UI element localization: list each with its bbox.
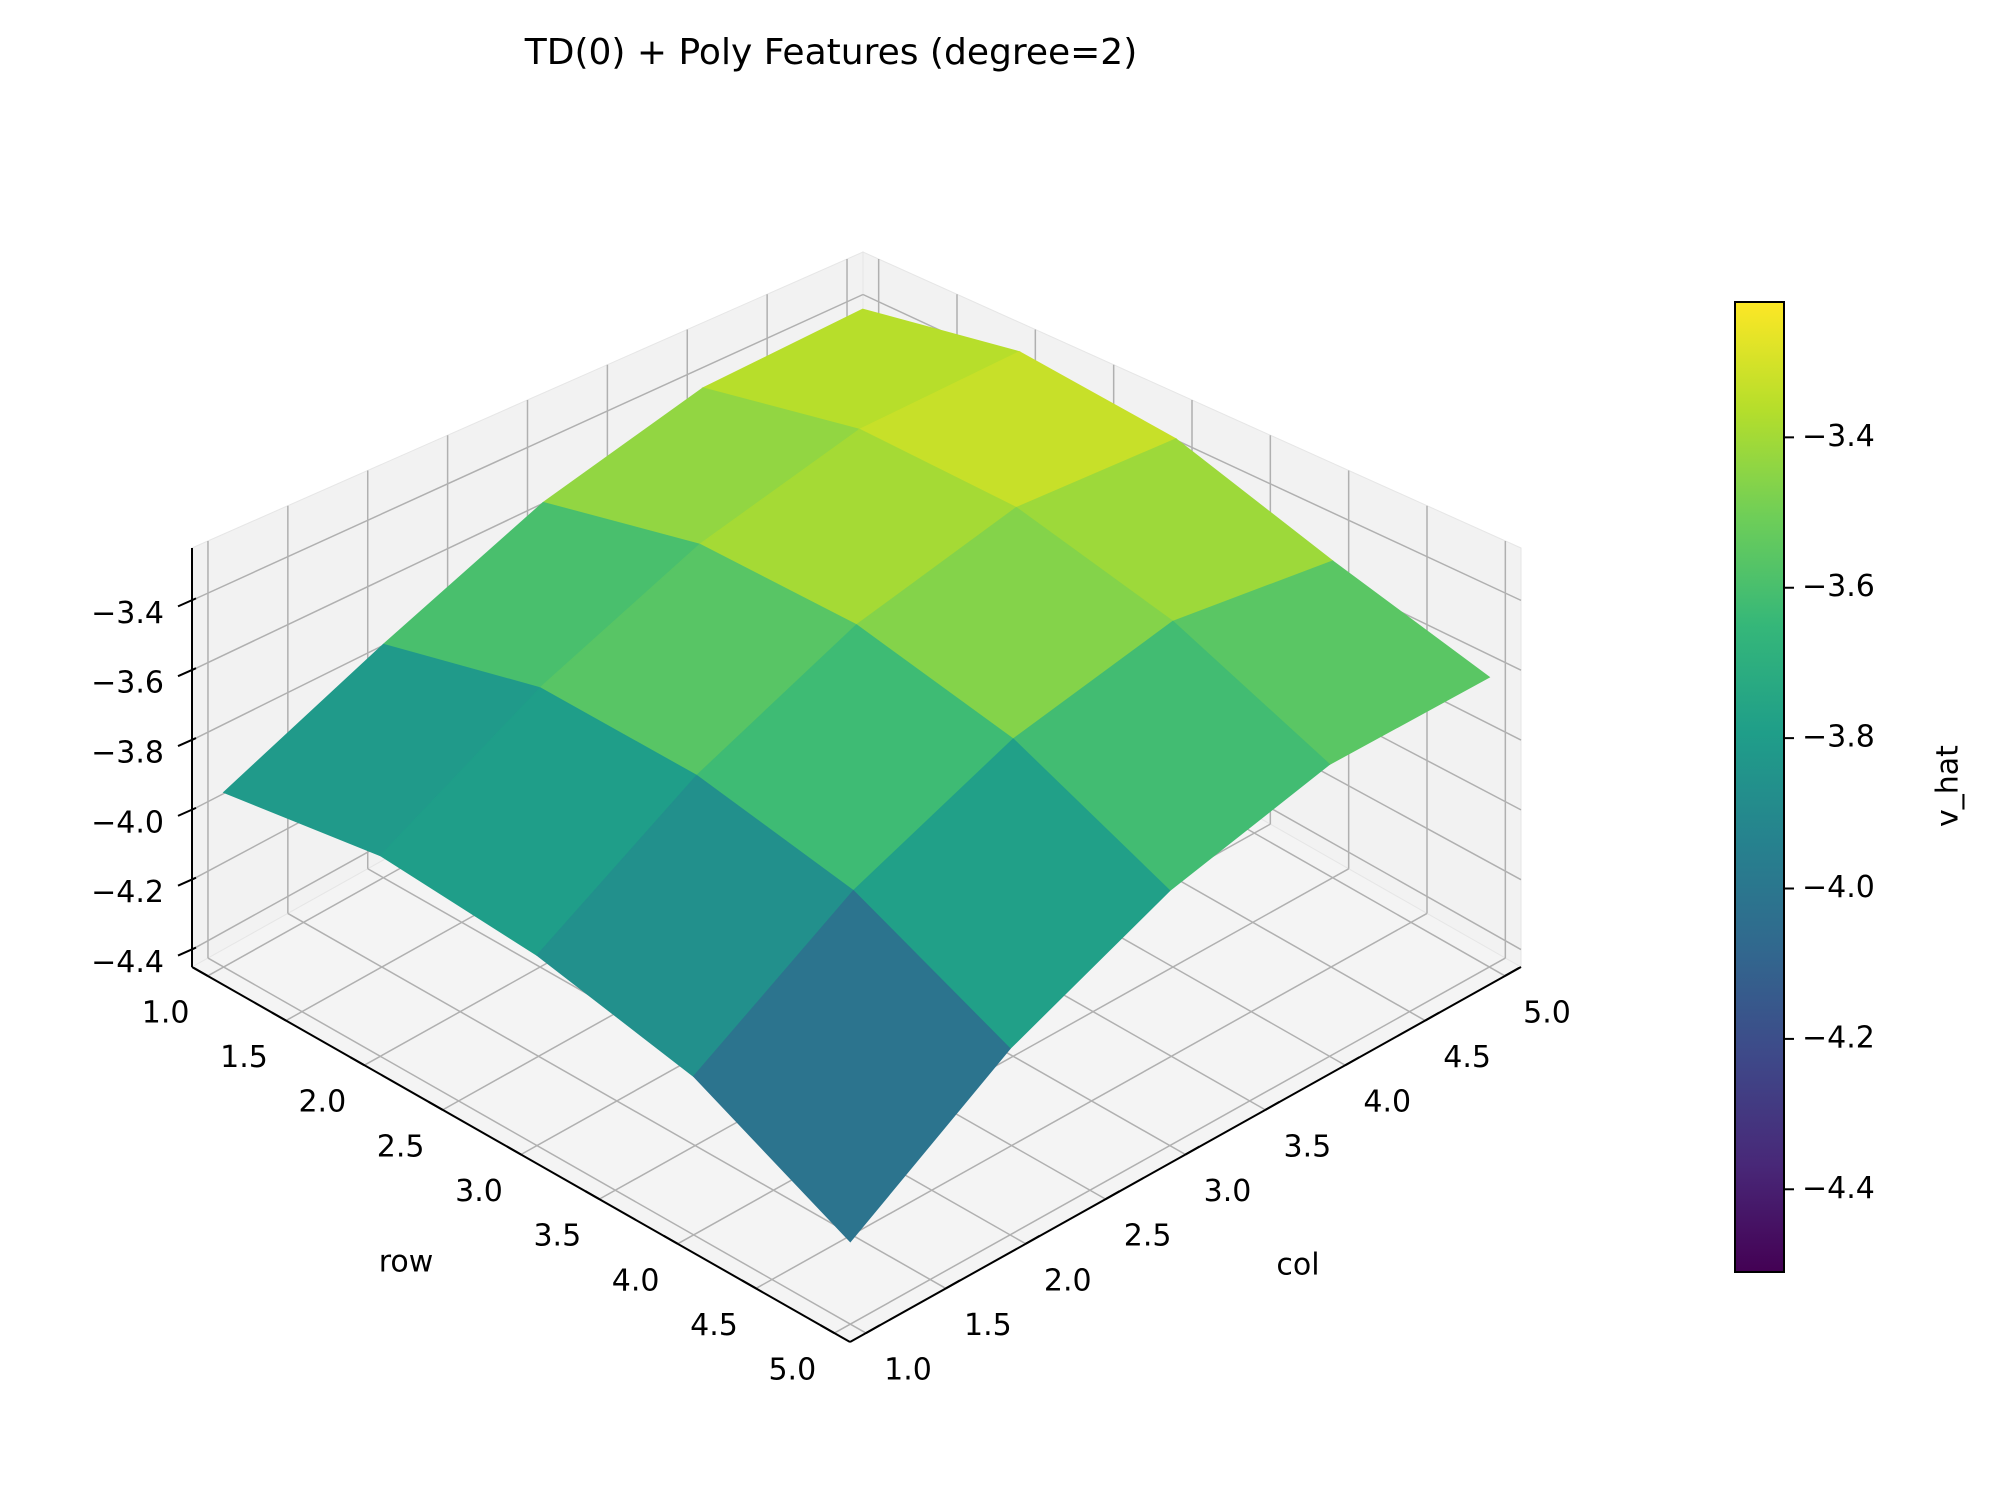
- surface-face: [692, 889, 1011, 1243]
- z-tick-label: −4.2: [91, 875, 164, 910]
- x-tick: [193, 967, 209, 977]
- y-tick-label: 3.0: [1204, 1174, 1252, 1209]
- x-tick: [271, 1011, 287, 1022]
- y-tick: [1424, 1011, 1440, 1022]
- y-tick: [1344, 1056, 1360, 1067]
- x-tick-label: 4.0: [612, 1263, 660, 1298]
- z-tick: [177, 597, 197, 608]
- z-tick-label: −4.4: [91, 945, 164, 980]
- z-tick-label: −4.0: [91, 805, 164, 840]
- x-tick: [584, 1190, 600, 1201]
- y-tick-label: 2.0: [1044, 1263, 1092, 1298]
- z-tick-label: −3.6: [91, 666, 164, 701]
- grid-line: [207, 957, 867, 1334]
- y-tick-label: 4.5: [1443, 1040, 1491, 1075]
- x-tick: [741, 1279, 757, 1290]
- y-tick: [1504, 967, 1520, 977]
- y-tick: [1264, 1100, 1280, 1111]
- y-tick-label: 4.0: [1363, 1085, 1411, 1120]
- y-tick: [945, 1279, 961, 1290]
- x-tick-label: 5.0: [768, 1353, 816, 1388]
- x-axis-label: row: [379, 1245, 434, 1280]
- colorbar-tick-label: −3.8: [1802, 720, 1875, 755]
- colorbar-tick-label: −4.2: [1802, 1020, 1875, 1055]
- chart-title: TD(0) + Poly Features (degree=2): [524, 32, 1138, 73]
- colorbar: [1734, 301, 1785, 1273]
- colorbar-tick-label: −4.4: [1802, 1171, 1875, 1206]
- z-tick-label: −3.4: [91, 596, 164, 631]
- z-tick: [177, 737, 197, 747]
- colorbar-tick-label: −3.4: [1802, 419, 1875, 454]
- x-tick: [819, 1324, 835, 1334]
- z-tick-label: −3.8: [91, 736, 164, 771]
- y-tick-label: 5.0: [1523, 995, 1571, 1030]
- colorbar-tick-label: −3.6: [1802, 569, 1875, 604]
- x-tick: [663, 1234, 679, 1245]
- x-tick: [506, 1145, 522, 1156]
- y-tick: [1105, 1190, 1121, 1201]
- y-tick-label: 1.5: [964, 1308, 1012, 1343]
- x-tick-label: 2.0: [298, 1085, 346, 1120]
- x-tick-label: 2.5: [377, 1129, 425, 1164]
- y-axis-label: col: [1276, 1248, 1319, 1283]
- grid-line: [191, 293, 864, 602]
- y-tick-label: 2.5: [1124, 1219, 1172, 1254]
- y-tick-label: 1.0: [884, 1353, 932, 1388]
- z-tick: [177, 667, 197, 678]
- z-tick: [177, 946, 197, 957]
- y-tick-label: 3.5: [1284, 1129, 1332, 1164]
- z-tick: [177, 876, 197, 887]
- y-tick: [865, 1324, 881, 1334]
- x-tick-label: 4.5: [690, 1308, 738, 1343]
- y-tick: [1185, 1145, 1200, 1156]
- x-tick: [428, 1100, 444, 1111]
- x-tick-label: 3.0: [455, 1174, 503, 1209]
- x-tick: [349, 1056, 365, 1067]
- z-tick: [177, 806, 197, 817]
- x-tick-label: 1.0: [142, 995, 190, 1030]
- y-tick: [1025, 1234, 1041, 1245]
- colorbar-tick-label: −4.0: [1802, 870, 1875, 905]
- x-tick-label: 1.5: [220, 1040, 268, 1075]
- colorbar-label: v_hat: [1931, 745, 1966, 827]
- x-tick-label: 3.5: [533, 1219, 581, 1254]
